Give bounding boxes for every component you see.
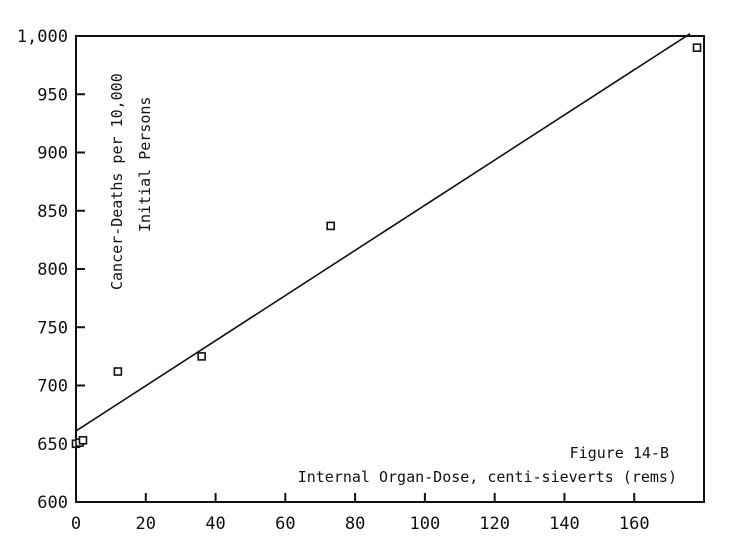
- trend-line-group: [75, 32, 691, 432]
- x-axis-ticks: 0 20 40 60 80 100 120 140 160: [71, 493, 650, 534]
- x-tick-label: 120: [479, 514, 510, 534]
- y-tick-label: 850: [37, 202, 68, 222]
- y-axis-label: Cancer-Deaths per 10,000 Initial Persons: [108, 73, 154, 290]
- x-tick-label: 100: [410, 514, 441, 534]
- y-tick-label: 700: [37, 377, 68, 397]
- data-points: [71, 43, 702, 449]
- y-axis-ticks: 600 650 700 750 800 850 900 950 1,000: [17, 27, 85, 513]
- data-point: [78, 435, 88, 445]
- data-point: [197, 352, 206, 361]
- x-tick-label: 20: [136, 514, 156, 534]
- data-point: [692, 43, 702, 52]
- x-tick-label: 140: [549, 514, 580, 534]
- x-tick-label: 40: [205, 514, 225, 534]
- plot-frame: [75, 35, 705, 503]
- x-tick-label: 160: [619, 514, 650, 534]
- y-tick-label: 900: [37, 144, 68, 164]
- y-axis-label-line1: Cancer-Deaths per 10,000: [108, 73, 126, 290]
- y-axis-label-line2: Initial Persons: [136, 97, 154, 232]
- y-tick-label: 750: [37, 318, 68, 338]
- x-tick-label: 60: [275, 514, 295, 534]
- y-tick-label: 950: [37, 85, 68, 105]
- x-tick-label: 0: [71, 514, 81, 534]
- y-tick-label: 800: [37, 260, 68, 280]
- x-axis-label: Internal Organ-Dose, centi-sieverts (rem…: [298, 468, 677, 486]
- y-tick-label: 600: [37, 493, 68, 513]
- trend-line: [75, 32, 691, 432]
- data-point: [326, 221, 335, 231]
- y-tick-label: 650: [37, 435, 68, 455]
- data-point: [113, 367, 123, 376]
- y-tick-label: 1,000: [17, 27, 68, 47]
- figure-label: Figure 14-B: [570, 444, 669, 462]
- x-tick-label: 80: [345, 514, 365, 534]
